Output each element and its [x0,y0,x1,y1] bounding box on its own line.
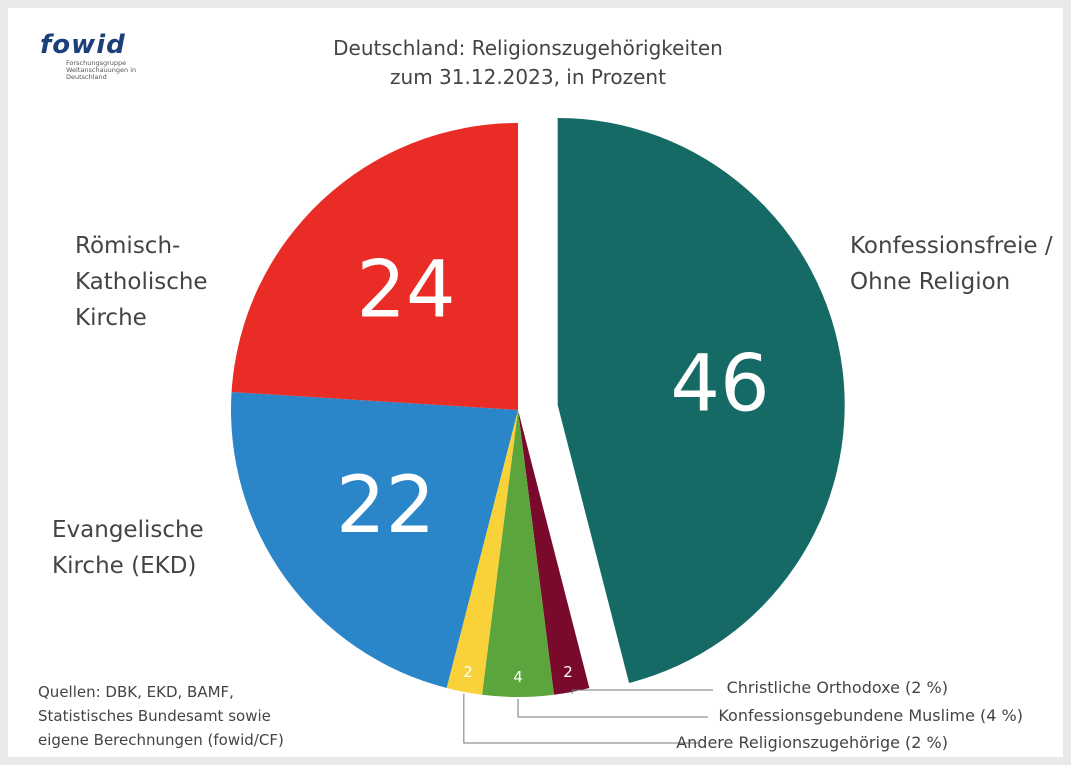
leader-line [517,699,708,718]
logo-subtitle: Forschungsgruppe Weltanschauungen in Deu… [66,59,137,81]
data-label: 46 [670,339,769,429]
logo: fowid [40,30,126,60]
data-label: 24 [356,246,455,336]
leader-line [571,689,713,694]
pie-slice [231,123,518,410]
pie-slice [482,410,554,698]
data-label: 2 [463,663,473,681]
category-label: Andere Religionszugehörige (2 %) [676,733,948,752]
category-label: Christliche Orthodoxe (2 %) [726,678,948,697]
pie-slice [231,391,518,688]
data-label: 4 [513,668,523,686]
data-label: 2 [563,663,573,681]
leader-line [463,693,698,744]
source-note: Quellen: DBK, EKD, BAMF, Statistisches B… [38,683,284,749]
pie-slice [557,117,845,683]
chart: 46 2 4 2 22 24 fowid Forschungsgruppe Weltans… [8,8,1063,757]
category-label: Römisch-Katholische Kirche [75,233,208,331]
pie-slice [518,410,590,695]
chart-title: Deutschland: Religionszugehörigkeiten zu… [333,36,723,89]
pie-slice [446,410,518,695]
category-label: Konfessionsgebundene Muslime (4 %) [718,706,1023,725]
data-label: 22 [336,461,435,551]
category-label: Konfessionsfreie / Ohne Religion [850,233,1053,295]
category-label: Evangelische Kirche (EKD) [52,517,204,579]
